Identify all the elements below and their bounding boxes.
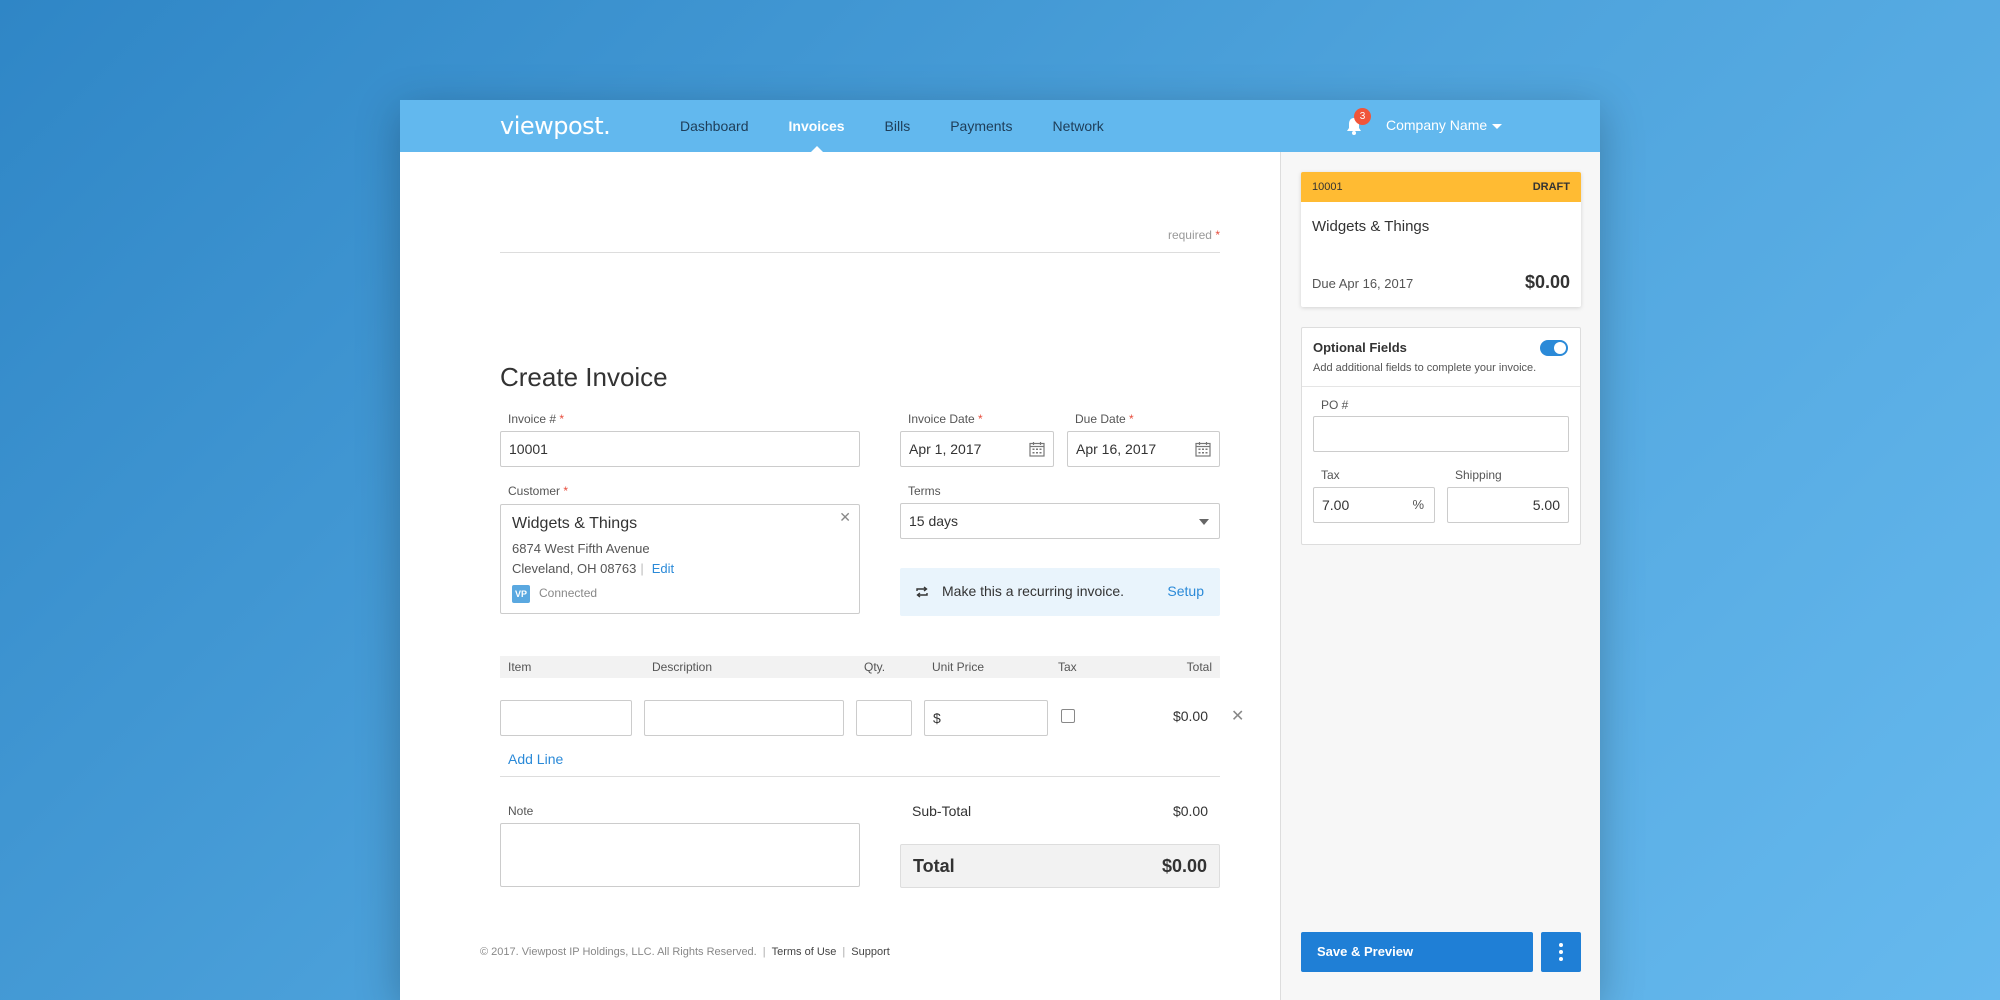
optional-fields-subtitle: Add additional fields to complete your i…: [1313, 362, 1537, 374]
nav-links: Dashboard Invoices Bills Payments Networ…: [660, 100, 1124, 153]
subtotal-value: $0.00: [1172, 803, 1208, 819]
status-badge: DRAFT: [1532, 181, 1570, 193]
percent-unit: %: [1412, 497, 1424, 512]
nav-invoices[interactable]: Invoices: [769, 100, 865, 153]
save-preview-button[interactable]: Save & Preview: [1301, 932, 1533, 972]
remove-line-icon[interactable]: ✕: [1231, 708, 1245, 725]
invoice-summary-card: 10001 DRAFT Widgets & Things Due Apr 16,…: [1301, 172, 1581, 307]
terms-link[interactable]: Terms of Use: [771, 946, 837, 958]
line-total: $0.00: [1172, 708, 1208, 724]
subtotal-label: Sub-Total: [912, 803, 972, 819]
due-date-input[interactable]: Apr 16, 2017: [1067, 431, 1220, 467]
line-description-input[interactable]: [644, 700, 844, 736]
sidebar: 10001 DRAFT Widgets & Things Due Apr 16,…: [1280, 152, 1600, 1000]
customer-address-line1: 6874 West Fifth Avenue: [512, 541, 650, 556]
po-input[interactable]: [1313, 416, 1569, 452]
calendar-icon[interactable]: [1195, 441, 1211, 457]
notification-badge: 3: [1354, 108, 1371, 125]
total-box: Total $0.00: [900, 844, 1220, 888]
close-icon[interactable]: ✕: [839, 509, 851, 525]
repeat-icon: [916, 586, 928, 598]
nav-bills[interactable]: Bills: [884, 118, 911, 134]
note-label: Note: [508, 804, 534, 818]
required-note: required *: [1167, 228, 1220, 242]
tax-label: Tax: [1321, 468, 1340, 482]
connection-status: Connected: [539, 586, 598, 600]
viewpost-badge-icon: VP: [512, 585, 530, 603]
col-unit-price: Unit Price: [932, 660, 985, 674]
card-invoice-number: 10001: [1312, 181, 1343, 193]
invoice-number-input[interactable]: 10001: [500, 431, 860, 467]
col-description: Description: [652, 660, 713, 674]
line-unit-price-input[interactable]: $: [924, 700, 1048, 736]
customer-name: Widgets & Things: [512, 515, 638, 532]
toggle-knob: [1554, 342, 1566, 354]
copyright: © 2017. Viewpost IP Holdings, LLC. All R…: [480, 946, 757, 958]
chevron-down-icon: [1199, 519, 1209, 525]
invoice-date-input[interactable]: Apr 1, 2017: [900, 431, 1054, 467]
company-name: Company Name: [1386, 117, 1488, 133]
shipping-label: Shipping: [1455, 468, 1502, 482]
support-link[interactable]: Support: [851, 946, 890, 958]
add-line-link[interactable]: Add Line: [508, 751, 564, 767]
divider: [500, 252, 1220, 253]
edit-customer-link[interactable]: Edit: [651, 561, 675, 576]
card-due-date: Due Apr 16, 2017: [1312, 276, 1414, 291]
customer-label: Customer *: [508, 484, 569, 498]
customer-card[interactable]: Widgets & Things 6874 West Fifth Avenue …: [500, 504, 860, 614]
due-date-label: Due Date *: [1075, 412, 1134, 426]
currency-prefix: $: [933, 710, 941, 726]
draft-header: 10001 DRAFT: [1301, 172, 1581, 202]
invoice-date-value: Apr 1, 2017: [909, 441, 982, 457]
app-window: viewpost. Dashboard Invoices Bills Payme…: [400, 100, 1600, 1000]
col-tax: Tax: [1058, 660, 1077, 674]
due-date-value: Apr 16, 2017: [1076, 441, 1157, 457]
top-nav: viewpost. Dashboard Invoices Bills Payme…: [400, 100, 1600, 153]
line-item-input[interactable]: [500, 700, 632, 736]
line-tax-checkbox[interactable]: [1061, 709, 1075, 723]
optional-fields-title: Optional Fields: [1313, 340, 1407, 355]
po-label: PO #: [1321, 398, 1349, 412]
chevron-down-icon: [1492, 123, 1503, 129]
optional-fields-toggle[interactable]: [1540, 340, 1568, 356]
logo: viewpost.: [500, 112, 611, 140]
nav-payments[interactable]: Payments: [950, 118, 1013, 134]
customer-address-line2: Cleveland, OH 08763 | Edit: [512, 561, 675, 576]
card-customer: Widgets & Things: [1312, 218, 1430, 235]
recurring-text: Make this a recurring invoice.: [942, 583, 1125, 599]
col-total: Total: [1186, 660, 1212, 674]
col-qty: Qty.: [864, 660, 886, 674]
total-value: $0.00: [1161, 856, 1207, 876]
recurring-banner: Make this a recurring invoice. Setup: [900, 568, 1220, 616]
page-title: Create Invoice: [500, 362, 668, 392]
invoice-date-label: Invoice Date *: [908, 412, 983, 426]
optional-fields-panel: Optional Fields Add additional fields to…: [1301, 327, 1581, 545]
card-amount: $0.00: [1524, 272, 1570, 292]
company-menu[interactable]: Company Name: [1386, 117, 1503, 133]
invoice-number-label: Invoice # *: [508, 412, 565, 426]
divider: [500, 776, 1220, 777]
invoice-form: required * Create Invoice Invoice # * 10…: [400, 152, 1280, 1000]
col-item: Item: [508, 660, 532, 674]
nav-network[interactable]: Network: [1052, 118, 1104, 134]
nav-dashboard[interactable]: Dashboard: [680, 118, 749, 134]
tax-input[interactable]: 7.00 %: [1313, 487, 1435, 523]
note-textarea[interactable]: [500, 823, 860, 887]
footer: © 2017. Viewpost IP Holdings, LLC. All R…: [480, 946, 890, 958]
divider: [1302, 386, 1580, 387]
shipping-input[interactable]: 5.00: [1447, 487, 1569, 523]
terms-value: 15 days: [909, 513, 959, 529]
tax-value: 7.00: [1322, 497, 1350, 513]
recurring-setup-link[interactable]: Setup: [1167, 583, 1204, 599]
line-items-header: Item Description Qty. Unit Price Tax Tot…: [500, 656, 1220, 678]
more-options-icon[interactable]: [1541, 932, 1581, 972]
terms-label: Terms: [908, 484, 941, 498]
line-qty-input[interactable]: [856, 700, 912, 736]
total-label: Total: [913, 856, 955, 876]
terms-select[interactable]: 15 days: [900, 503, 1220, 539]
calendar-icon[interactable]: [1029, 441, 1045, 457]
